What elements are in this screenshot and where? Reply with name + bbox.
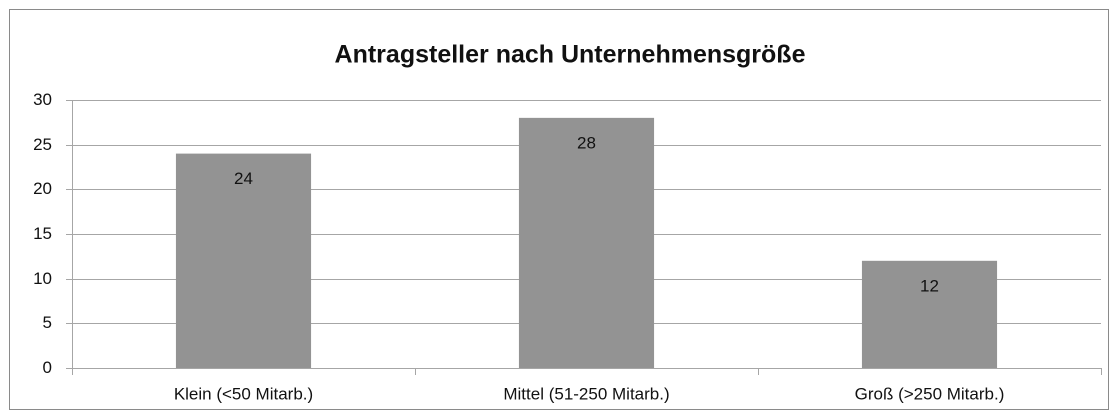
y-tick-label: 15 <box>33 224 52 243</box>
y-tick-label: 0 <box>43 358 52 377</box>
bar <box>518 117 655 368</box>
y-tick-label: 20 <box>33 179 52 198</box>
x-tick-label: Mittel (51-250 Mitarb.) <box>503 384 669 403</box>
y-tick-label: 25 <box>33 135 52 154</box>
x-tick-label: Groß (>250 Mitarb.) <box>855 384 1005 403</box>
x-tick-label: Klein (<50 Mitarb.) <box>174 384 313 403</box>
bar <box>175 153 312 368</box>
data-label: 28 <box>577 133 596 152</box>
y-tick-label: 5 <box>43 313 52 332</box>
data-label: 12 <box>920 276 939 295</box>
data-label: 24 <box>234 169 253 188</box>
chart-title: Antragsteller nach Unternehmensgröße <box>335 41 806 69</box>
y-tick-label: 10 <box>33 269 52 288</box>
bar <box>861 260 998 368</box>
y-tick-label: 30 <box>33 90 52 109</box>
